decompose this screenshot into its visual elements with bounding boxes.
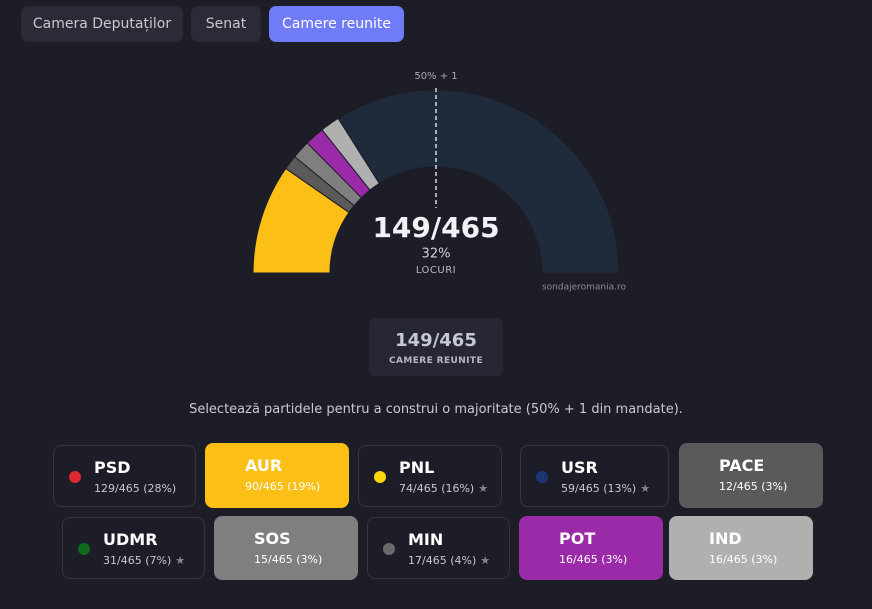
party-seats: 12/465 (3%) (719, 480, 788, 493)
party-name: IND (709, 529, 742, 548)
party-detail: 16/465 (3%) (709, 553, 777, 566)
majority-label: 50% + 1 (414, 71, 457, 82)
party-name: PACE (719, 456, 765, 475)
party-seats: 59/465 (13%) (561, 482, 637, 495)
party-name: USR (561, 458, 598, 477)
gauge-percent: 32% (422, 247, 451, 262)
party-card[interactable]: IND 16/465 (3%) (669, 516, 813, 580)
party-seats: 129/465 (28%) (94, 482, 177, 495)
party-card[interactable]: MIN 17/465 (4%) ★ (367, 517, 510, 579)
party-detail: 16/465 (3%) (559, 553, 627, 566)
party-seats: 16/465 (3%) (559, 553, 628, 566)
party-seats: 16/465 (3%) (709, 553, 778, 566)
party-seats: 31/465 (7%) (103, 554, 172, 567)
watermark: sondajeromania.ro (542, 283, 627, 293)
party-name: PSD (94, 458, 131, 477)
party-detail: 90/465 (19%) (245, 480, 320, 493)
party-name: POT (559, 529, 596, 548)
gauge-remainder (337, 89, 620, 274)
party-star: ★ (640, 482, 651, 495)
party-card[interactable]: PACE 12/465 (3%) (679, 443, 823, 508)
party-seats: 15/465 (3%) (254, 553, 323, 566)
tab[interactable]: Senat (191, 6, 261, 42)
party-dot (383, 543, 395, 555)
party-detail: 17/465 (4%) ★ (408, 554, 490, 567)
party-card[interactable]: SOS 15/465 (3%) (214, 516, 358, 580)
party-star: ★ (480, 554, 491, 567)
party-dot (69, 471, 81, 483)
party-detail: 15/465 (3%) (254, 553, 322, 566)
party-card[interactable]: PNL 74/465 (16%) ★ (358, 445, 502, 507)
party-card[interactable]: PSD 129/465 (28%) (53, 445, 196, 507)
party-card[interactable]: POT 16/465 (3%) (519, 516, 663, 580)
party-seats: 90/465 (19%) (245, 480, 321, 493)
party-detail: 31/465 (7%) ★ (103, 554, 185, 567)
party-name: AUR (245, 456, 283, 475)
party-card[interactable]: AUR 90/465 (19%) (205, 443, 349, 508)
party-star: ★ (478, 482, 489, 495)
party-name: UDMR (103, 530, 158, 549)
gauge: 50% + 1 149/465 32% LOCURI sondajeromani… (252, 71, 627, 293)
party-card[interactable]: UDMR 31/465 (7%) ★ (62, 517, 205, 579)
party-seats: 17/465 (4%) (408, 554, 477, 567)
party-card[interactable]: USR 59/465 (13%) ★ (520, 445, 669, 507)
party-star: ★ (175, 554, 186, 567)
instruction: Selectează partidele pentru a construi o… (189, 402, 683, 417)
tab[interactable]: Camere reunite (269, 6, 404, 42)
tab[interactable]: Camera Deputaților (21, 6, 183, 42)
party-detail: 12/465 (3%) (719, 480, 787, 493)
party-name: MIN (408, 530, 444, 549)
summary: 149/465 CAMERE REUNITE (369, 318, 503, 376)
party-dot (78, 543, 90, 555)
party-name: SOS (254, 529, 291, 548)
summary-value: 149/465 (395, 330, 477, 351)
party-dot (536, 471, 548, 483)
party-seats: 74/465 (16%) (399, 482, 475, 495)
party-detail: 59/465 (13%) ★ (561, 482, 650, 495)
party-name: PNL (399, 458, 435, 477)
gauge-seats: 149/465 (372, 211, 499, 244)
party-detail: 129/465 (28%) (94, 482, 176, 495)
party-detail: 74/465 (16%) ★ (399, 482, 488, 495)
party-dot (374, 471, 386, 483)
gauge-caption: LOCURI (416, 265, 456, 276)
summary-label: CAMERE REUNITE (388, 356, 484, 366)
